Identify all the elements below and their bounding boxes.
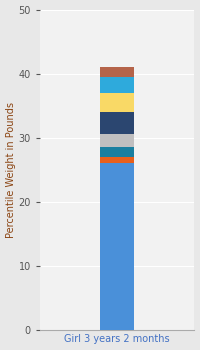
Bar <box>100 112 134 134</box>
Bar <box>100 93 134 112</box>
Bar <box>100 163 134 330</box>
Bar <box>100 157 134 163</box>
Bar <box>100 134 134 147</box>
Bar <box>100 67 134 77</box>
Bar <box>100 77 134 93</box>
Y-axis label: Percentile Weight in Pounds: Percentile Weight in Pounds <box>6 102 16 238</box>
Bar <box>100 147 134 157</box>
